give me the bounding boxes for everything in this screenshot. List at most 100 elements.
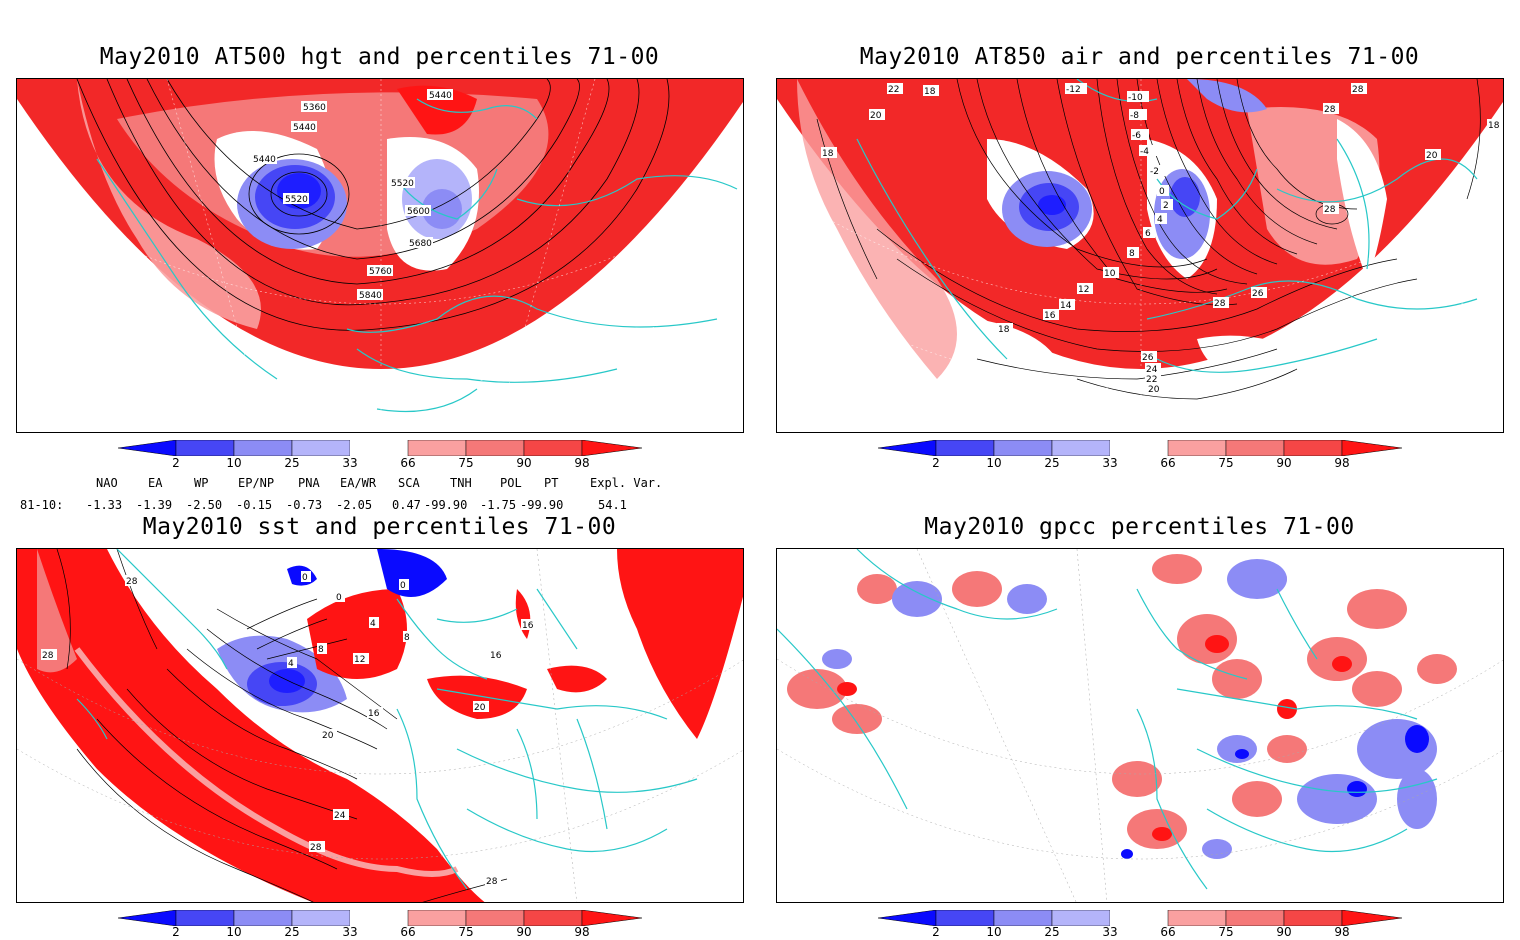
contour-label: 16 [490,651,502,661]
colorbar-tick: 66 [400,456,416,470]
colorbar-tick: 75 [1218,456,1234,470]
contour-label: 28 [486,877,498,887]
colorbar-tick: 2 [932,456,940,470]
index-header: EP/NP [238,476,275,490]
panel-title-hgt500: May2010 AT500 hgt and percentiles 71-00 [99,44,660,70]
map-panel-sst: 28 28 0 0 0 4 4 8 8 12 16 16 16 20 20 24… [16,548,744,903]
index-header: EA [148,476,163,490]
colorbar-gpcc: 2 10 25 33 66 75 90 98 [878,910,1402,940]
colorbar-tick: 98 [1334,456,1350,470]
contour-label: 0 [400,581,406,591]
contour-label: -10 [1128,93,1143,103]
contour-label: 16 [522,621,534,631]
contour-label: 14 [1060,301,1072,311]
panel-title-sst: May2010 sst and percentiles 71-00 [142,514,617,540]
colorbar-tick: 2 [172,925,180,939]
contour-label: 2 [1163,201,1169,211]
colorbar-tick: 98 [1334,925,1350,939]
map-panel-gpcc [776,548,1504,903]
contour-label: 16 [1044,311,1056,321]
contour-label: 28 [310,843,322,853]
contour-label: 5760 [369,267,392,277]
colorbar-tick: 90 [516,925,532,939]
colorbar-graphic [878,910,1402,926]
colorbar-graphic [118,440,642,456]
colorbar-tick: 33 [342,925,358,939]
contour-label: 24 [334,811,346,821]
index-header: EA/WR [340,476,377,490]
contour-label: 12 [354,655,365,665]
contour-label: 0 [336,593,342,603]
index-value: -1.33 [86,498,123,512]
contour-label: 20 [322,731,334,741]
colorbar-tick: 10 [226,925,242,939]
contour-label: 18 [822,149,834,159]
map-gpcc [777,549,1503,902]
contour-label: 28 [1214,299,1226,309]
colorbar-tick: 25 [1044,925,1060,939]
colorbar-tick: 66 [400,925,416,939]
index-header: Expl. Var. [590,476,663,490]
index-header: POL [500,476,522,490]
contour-label: 5360 [303,103,326,113]
contour-label: 18 [998,325,1010,335]
contour-label: 28 [126,577,138,587]
map-panel-air850: 22 18 20 18 -12 -10 -8 -6 -4 -2 0 2 4 6 … [776,78,1504,433]
contour-label: 18 [924,87,936,97]
colorbar-tick: 33 [1102,925,1118,939]
contour-label: 8 [318,645,324,655]
index-value: -2.05 [336,498,373,512]
contour-label: 5520 [285,195,308,205]
panel-title-gpcc: May2010 gpcc percentiles 71-00 [924,514,1355,540]
colorbar-tick: 33 [1102,456,1118,470]
index-value: -1.39 [136,498,173,512]
contour-label: 4 [370,619,376,629]
contour-label: 16 [368,709,380,719]
index-value: -0.73 [286,498,323,512]
colorbar-tick: 2 [172,456,180,470]
colorbar-tick: 25 [1044,456,1060,470]
contour-label: 5840 [359,291,382,301]
colorbar-tick: 90 [1276,925,1292,939]
contour-label: 22 [888,85,899,95]
contour-label: -6 [1132,131,1141,141]
map-panel-hgt500: 5360 5440 5440 5440 5520 5520 5600 5680 … [16,78,744,433]
contour-label: 6 [1145,229,1151,239]
index-header: WP [194,476,209,490]
index-header: NAO [96,476,118,490]
colorbar-tick: 66 [1160,925,1176,939]
colorbar-tick: 75 [1218,925,1234,939]
contour-label: 12 [1078,285,1089,295]
index-header: PT [544,476,559,490]
colorbar-tick: 10 [226,456,242,470]
contour-label: 5440 [253,155,276,165]
colorbar-tick: 98 [574,925,590,939]
contour-label: 20 [1148,385,1160,395]
contour-label: 5520 [391,179,414,189]
contour-label: 20 [1426,151,1438,161]
contour-label: 20 [474,703,486,713]
contour-label: 4 [1157,215,1163,225]
colorbar-tick: 2 [932,925,940,939]
contour-label: 5440 [293,123,316,133]
contour-label: 22 [1146,375,1157,385]
contour-label: -12 [1066,85,1081,95]
index-header: TNH [450,476,472,490]
contour-label: 4 [288,659,294,669]
index-value: -99.90 [520,498,564,512]
panel-title-air850: May2010 AT850 air and percentiles 71-00 [859,44,1420,70]
map-sst: 28 28 0 0 0 4 4 8 8 12 16 16 16 20 20 24… [17,549,743,902]
contour-label: -2 [1150,167,1159,177]
index-value: 54.1 [598,498,627,512]
colorbar-hgt500: 2 10 25 33 66 75 90 98 [118,440,642,470]
index-header: PNA [298,476,320,490]
colorbar-tick: 98 [574,456,590,470]
contour-label: 0 [1159,187,1165,197]
contour-label: 28 [1352,85,1364,95]
contour-label: 5440 [429,91,452,101]
colorbar-sst: 2 10 25 33 66 75 90 98 [118,910,642,940]
contour-label: 28 [1324,205,1336,215]
contour-label: 24 [1146,365,1158,375]
contour-label: 10 [1104,269,1116,279]
colorbar-air850: 2 10 25 33 66 75 90 98 [878,440,1402,470]
